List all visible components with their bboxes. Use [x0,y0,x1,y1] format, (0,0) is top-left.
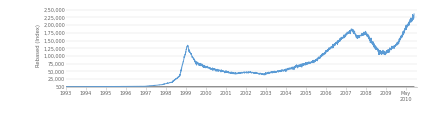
Y-axis label: Rebased (Index): Rebased (Index) [36,24,41,67]
